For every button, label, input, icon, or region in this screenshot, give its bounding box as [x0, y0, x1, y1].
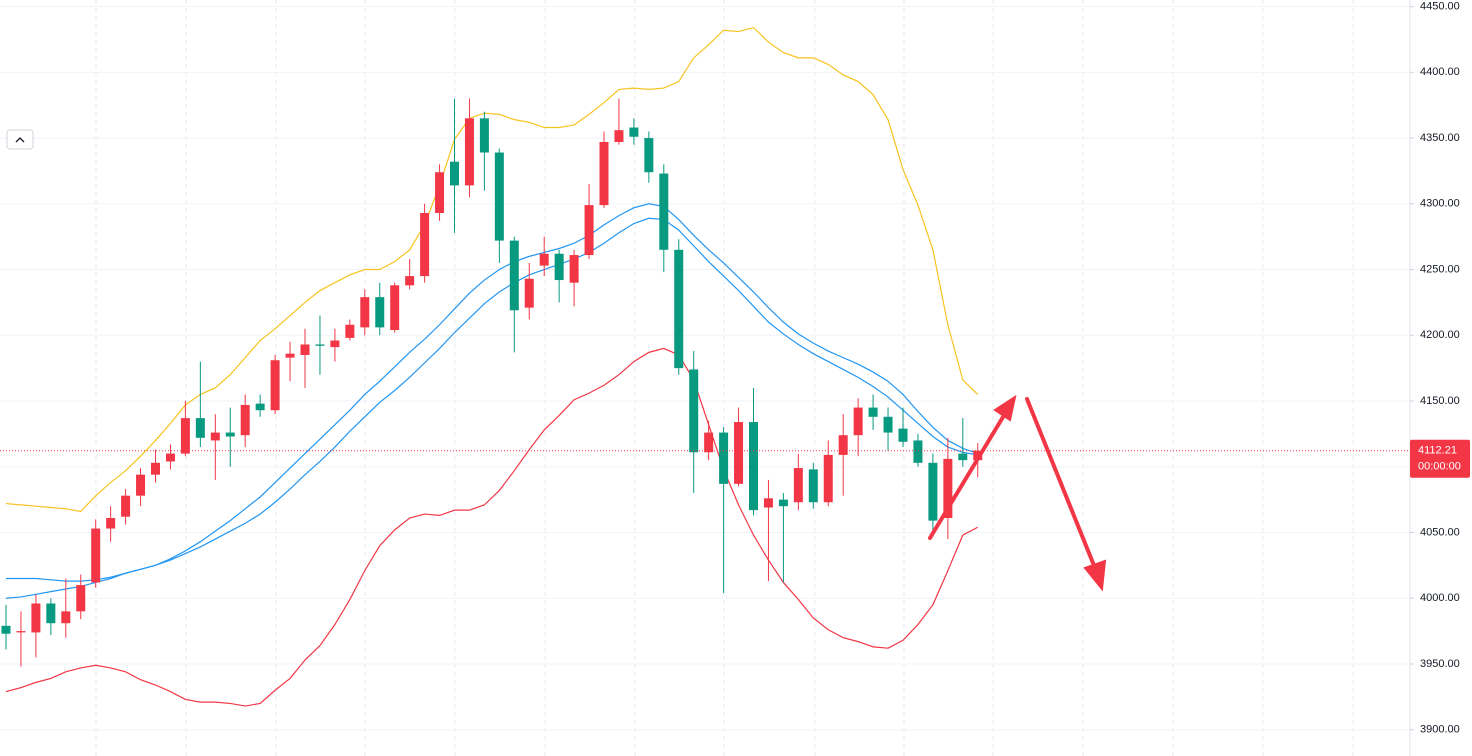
- candle-body: [1, 625, 11, 634]
- indicator-line: [5, 217, 978, 599]
- candle-body: [778, 499, 788, 507]
- candle-body: [599, 141, 609, 206]
- candle-body: [644, 138, 654, 173]
- indicator-lines: [5, 26, 979, 707]
- countdown-label: 00:00:00: [1418, 461, 1461, 473]
- candle-body: [315, 344, 325, 346]
- candle-body: [584, 205, 594, 256]
- candle-body: [883, 416, 893, 433]
- candle-body: [405, 276, 415, 286]
- collapse-button[interactable]: [6, 129, 34, 150]
- candle-body: [151, 462, 160, 475]
- candle-body: [689, 369, 699, 453]
- candle-body: [300, 344, 310, 355]
- arrow-up-shaft: [928, 415, 1005, 540]
- candle-body: [659, 173, 669, 250]
- y-tick-label: 4350.00: [1420, 132, 1460, 144]
- candle-body: [121, 495, 131, 517]
- candle-body: [958, 453, 968, 461]
- arrow-down-head: [1083, 559, 1107, 592]
- y-tick-label: 4000.00: [1420, 592, 1460, 604]
- arrow-up-head: [993, 394, 1017, 422]
- candle-body: [375, 297, 385, 328]
- candle-body: [360, 297, 370, 328]
- candle-body: [704, 432, 714, 453]
- candle-body: [345, 324, 355, 338]
- indicator-line: [6, 203, 978, 582]
- y-tick-label: 4400.00: [1420, 66, 1460, 78]
- candle-body: [868, 407, 878, 417]
- y-tick-label: 4300.00: [1420, 198, 1460, 210]
- arrow-down-shaft: [1025, 397, 1097, 570]
- candle-body: [76, 585, 86, 612]
- collapse-icon: [15, 137, 25, 143]
- candle-body: [420, 212, 430, 277]
- candle-body: [749, 422, 758, 511]
- candle-body: [61, 611, 71, 624]
- candle-body: [509, 240, 519, 311]
- candle-body: [16, 631, 26, 633]
- candle-body: [165, 453, 175, 462]
- vertical-grid: [95, 0, 1354, 756]
- candle-body: [808, 469, 818, 503]
- candle-body: [913, 440, 923, 463]
- y-tick-label: 4200.00: [1420, 329, 1460, 341]
- candle-body: [210, 432, 220, 441]
- candle-body: [719, 432, 729, 484]
- candle-body: [136, 474, 146, 496]
- candle-body: [270, 360, 280, 411]
- candle-body: [91, 528, 101, 583]
- candle-body: [524, 278, 534, 308]
- indicator-line: [5, 26, 979, 513]
- candle-body: [464, 118, 474, 186]
- y-tick-label: 4150.00: [1420, 395, 1460, 407]
- horizontal-grid: [0, 6, 1410, 731]
- candle-body: [614, 130, 624, 142]
- candle-body: [31, 603, 41, 633]
- y-tick-label: 4450.00: [1420, 0, 1460, 12]
- candle-body: [494, 152, 504, 241]
- candle-body: [793, 468, 803, 503]
- candle-body: [554, 253, 564, 281]
- candle-body: [330, 340, 340, 348]
- y-tick-label: 3950.00: [1420, 658, 1460, 670]
- y-tick-label: 4250.00: [1420, 263, 1460, 275]
- candle-body: [46, 603, 56, 624]
- candle-body: [195, 418, 205, 438]
- y-tick-label: 4050.00: [1420, 526, 1460, 538]
- price-axis: 3900.003950.004000.004050.004100.004150.…: [1410, 0, 1460, 736]
- candle-body: [898, 428, 908, 442]
- candle-body: [285, 353, 295, 358]
- candle-body: [674, 249, 684, 369]
- y-tick-label: 3900.00: [1420, 724, 1460, 736]
- collapse-button-box[interactable]: [6, 129, 34, 150]
- candle-body: [240, 404, 250, 436]
- drawn-arrows: [928, 394, 1107, 592]
- candle-body: [255, 403, 265, 411]
- candle-body: [629, 127, 639, 137]
- candles: [1, 98, 983, 667]
- candle-body: [928, 462, 938, 521]
- candle-body: [763, 498, 773, 508]
- indicator-line: [5, 347, 979, 707]
- candle-body: [390, 285, 400, 331]
- candle-body: [734, 422, 744, 484]
- candle-body: [225, 432, 235, 437]
- candle-body: [853, 407, 863, 436]
- last-price-box: [1410, 439, 1470, 478]
- candle-body: [943, 458, 953, 519]
- candle-body: [479, 118, 489, 153]
- candle-body: [823, 454, 833, 503]
- candle-body: [180, 418, 190, 454]
- candle-body: [539, 253, 549, 266]
- candle-body: [450, 161, 459, 186]
- candle-body: [569, 255, 579, 283]
- candle-body: [106, 518, 116, 529]
- candle-body: [838, 435, 848, 455]
- candle-body: [435, 172, 445, 213]
- last-price-label: 4112.21: [1418, 445, 1457, 457]
